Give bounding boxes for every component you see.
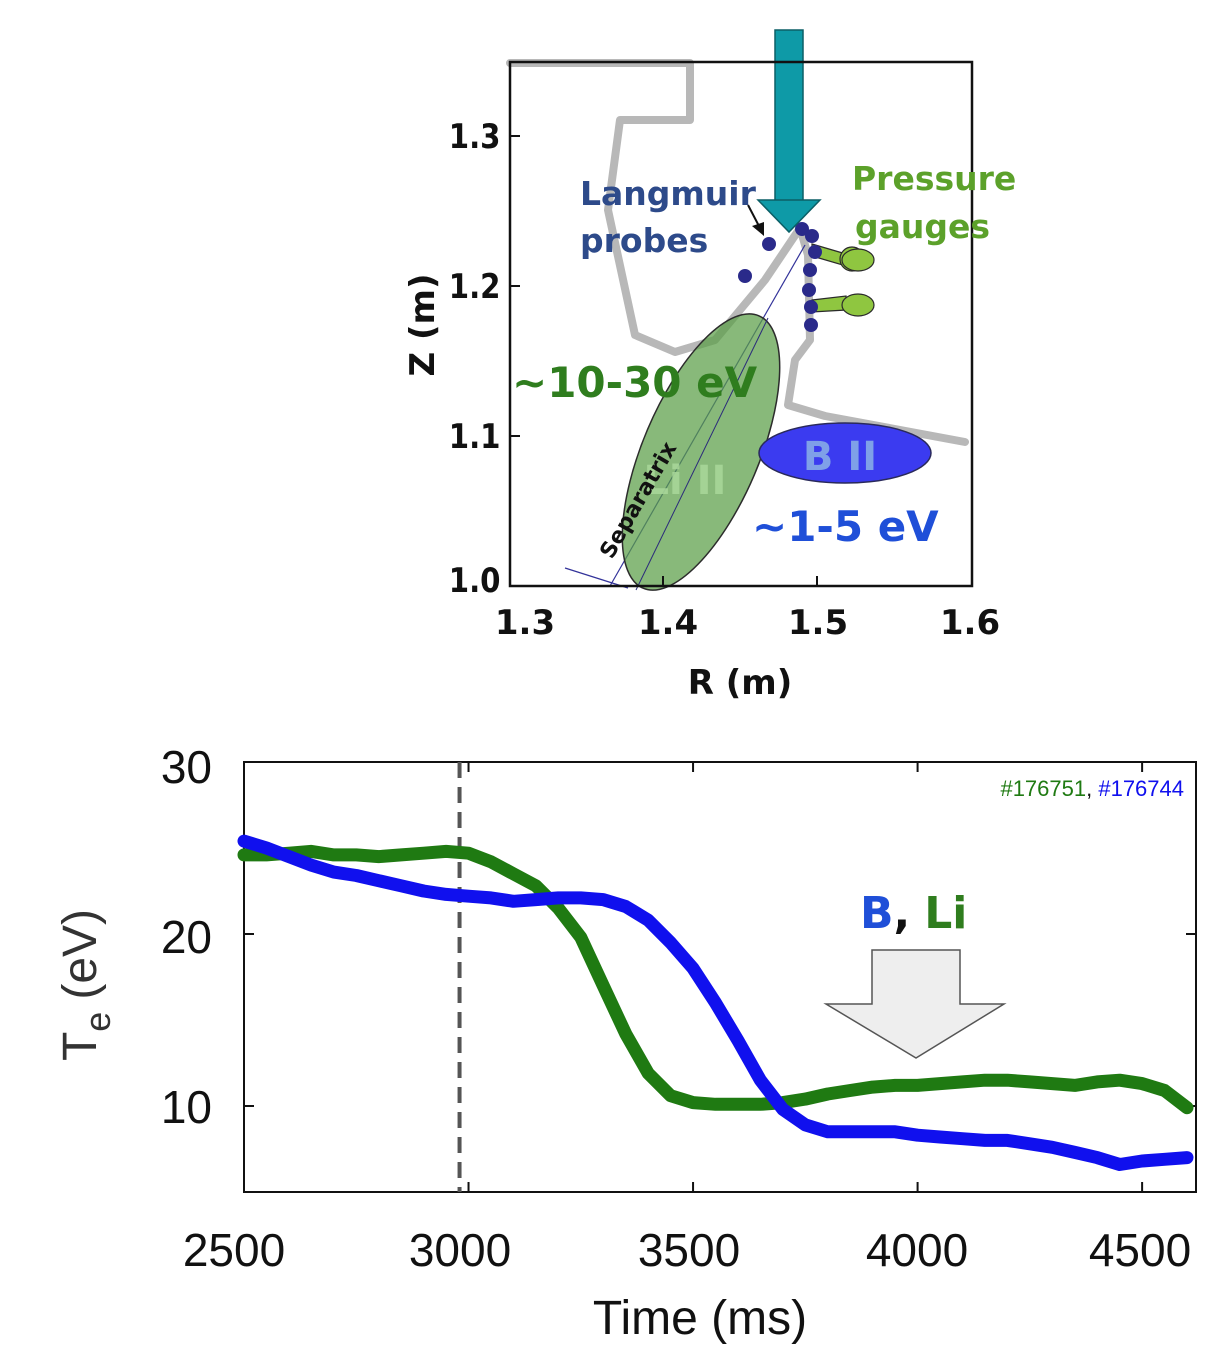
probe-dot xyxy=(808,245,822,259)
diagram-ticks xyxy=(510,135,818,586)
pressure-label-line2: gauges xyxy=(855,207,990,246)
x-tick-label-1.4: 1.4 xyxy=(638,603,698,643)
y-tick-label-1.3: 1.3 xyxy=(449,118,501,157)
langmuir-label-line1: Langmuir xyxy=(580,174,757,213)
x-tick-label-4000: 4000 xyxy=(866,1224,968,1276)
x-tick-label-3500: 3500 xyxy=(638,1224,740,1276)
probe-dot xyxy=(738,269,752,283)
y-tick-label-1.0: 1.0 xyxy=(449,562,501,601)
legend-b: B xyxy=(860,888,894,939)
legend-comma: , xyxy=(894,888,911,939)
li-ii-axis xyxy=(635,317,769,591)
species-legend: B, Li xyxy=(860,888,967,939)
y-tick-label-20: 20 xyxy=(161,911,212,963)
diagram-ylabel: Z (m) xyxy=(403,274,443,377)
plot-ticks xyxy=(243,761,1196,1192)
li-temperature-label: ~10-30 eV xyxy=(512,358,758,407)
y-tick-label-1.2: 1.2 xyxy=(449,268,501,307)
series-line-b xyxy=(237,834,1194,1171)
probe-dot xyxy=(802,283,816,297)
shot-b: #176744 xyxy=(1098,776,1184,801)
series-line-li xyxy=(237,844,1194,1115)
probe-dot xyxy=(804,300,818,314)
probe-dot xyxy=(805,229,819,243)
probe-dot xyxy=(804,318,818,332)
shot-li: #176751 xyxy=(1000,776,1086,801)
y-tick-label-1.1: 1.1 xyxy=(449,418,501,457)
probe-dot xyxy=(803,263,817,277)
y-tick-label-30: 30 xyxy=(161,741,212,793)
x-tick-label-1.5: 1.5 xyxy=(788,603,848,643)
te-plot-panel: 10 20 30 2500 3000 3500 4000 4500 Time (… xyxy=(54,741,1197,1345)
plot-ylabel: Te (eV) xyxy=(54,909,118,1061)
x-tick-label-1.3: 1.3 xyxy=(495,603,555,643)
ylabel-subscript: e xyxy=(77,1012,118,1032)
vessel-wall xyxy=(506,59,969,446)
diagram-frame xyxy=(508,60,974,588)
gauge-bulb-2 xyxy=(841,293,875,317)
arrow-shaft xyxy=(774,29,804,203)
li-ii-region xyxy=(621,313,781,591)
plot-xlabel: Time (ms) xyxy=(593,1292,807,1345)
plot-frame xyxy=(243,761,1197,1193)
x-tick-label-1.6: 1.6 xyxy=(940,603,1000,643)
x-tick-label-3000: 3000 xyxy=(409,1224,511,1276)
diagram-panel: 1.3 1.2 1.1 1.0 1.3 1.4 1.5 1.6 R (m) Z … xyxy=(403,29,1016,703)
probe-dot xyxy=(762,237,776,251)
x-tick-label-2500: 2500 xyxy=(183,1224,285,1276)
arrow-head xyxy=(756,199,822,234)
plot-ylabel-text: Te (eV) xyxy=(54,909,118,1061)
injection-arrow xyxy=(756,29,822,234)
ylabel-unit: (eV) xyxy=(54,909,107,1000)
x-tick-label-4500: 4500 xyxy=(1089,1224,1191,1276)
y-tick-label-10: 10 xyxy=(161,1081,212,1133)
b-ii-label: B II xyxy=(803,434,877,480)
langmuir-probes xyxy=(738,222,822,332)
legend-li: Li xyxy=(924,888,967,939)
b-ii-region xyxy=(758,422,932,484)
shot-numbers: #176751, #176744 xyxy=(1000,776,1184,801)
shot-separator: , xyxy=(1086,776,1098,801)
probe-dot xyxy=(795,222,809,236)
diagram-xlabel: R (m) xyxy=(688,663,793,703)
b-temperature-label: ~1-5 eV xyxy=(752,502,939,551)
li-ii-label: Li II xyxy=(644,458,727,504)
probe-pointer-head xyxy=(752,222,764,236)
pressure-label-line1: Pressure xyxy=(852,159,1016,198)
separatrix-leg xyxy=(564,567,629,589)
langmuir-label-line2: probes xyxy=(580,221,708,260)
gauge-bulb-1 xyxy=(841,248,875,272)
ylabel-symbol: T xyxy=(54,1032,107,1061)
decrease-arrow xyxy=(823,949,1007,1059)
